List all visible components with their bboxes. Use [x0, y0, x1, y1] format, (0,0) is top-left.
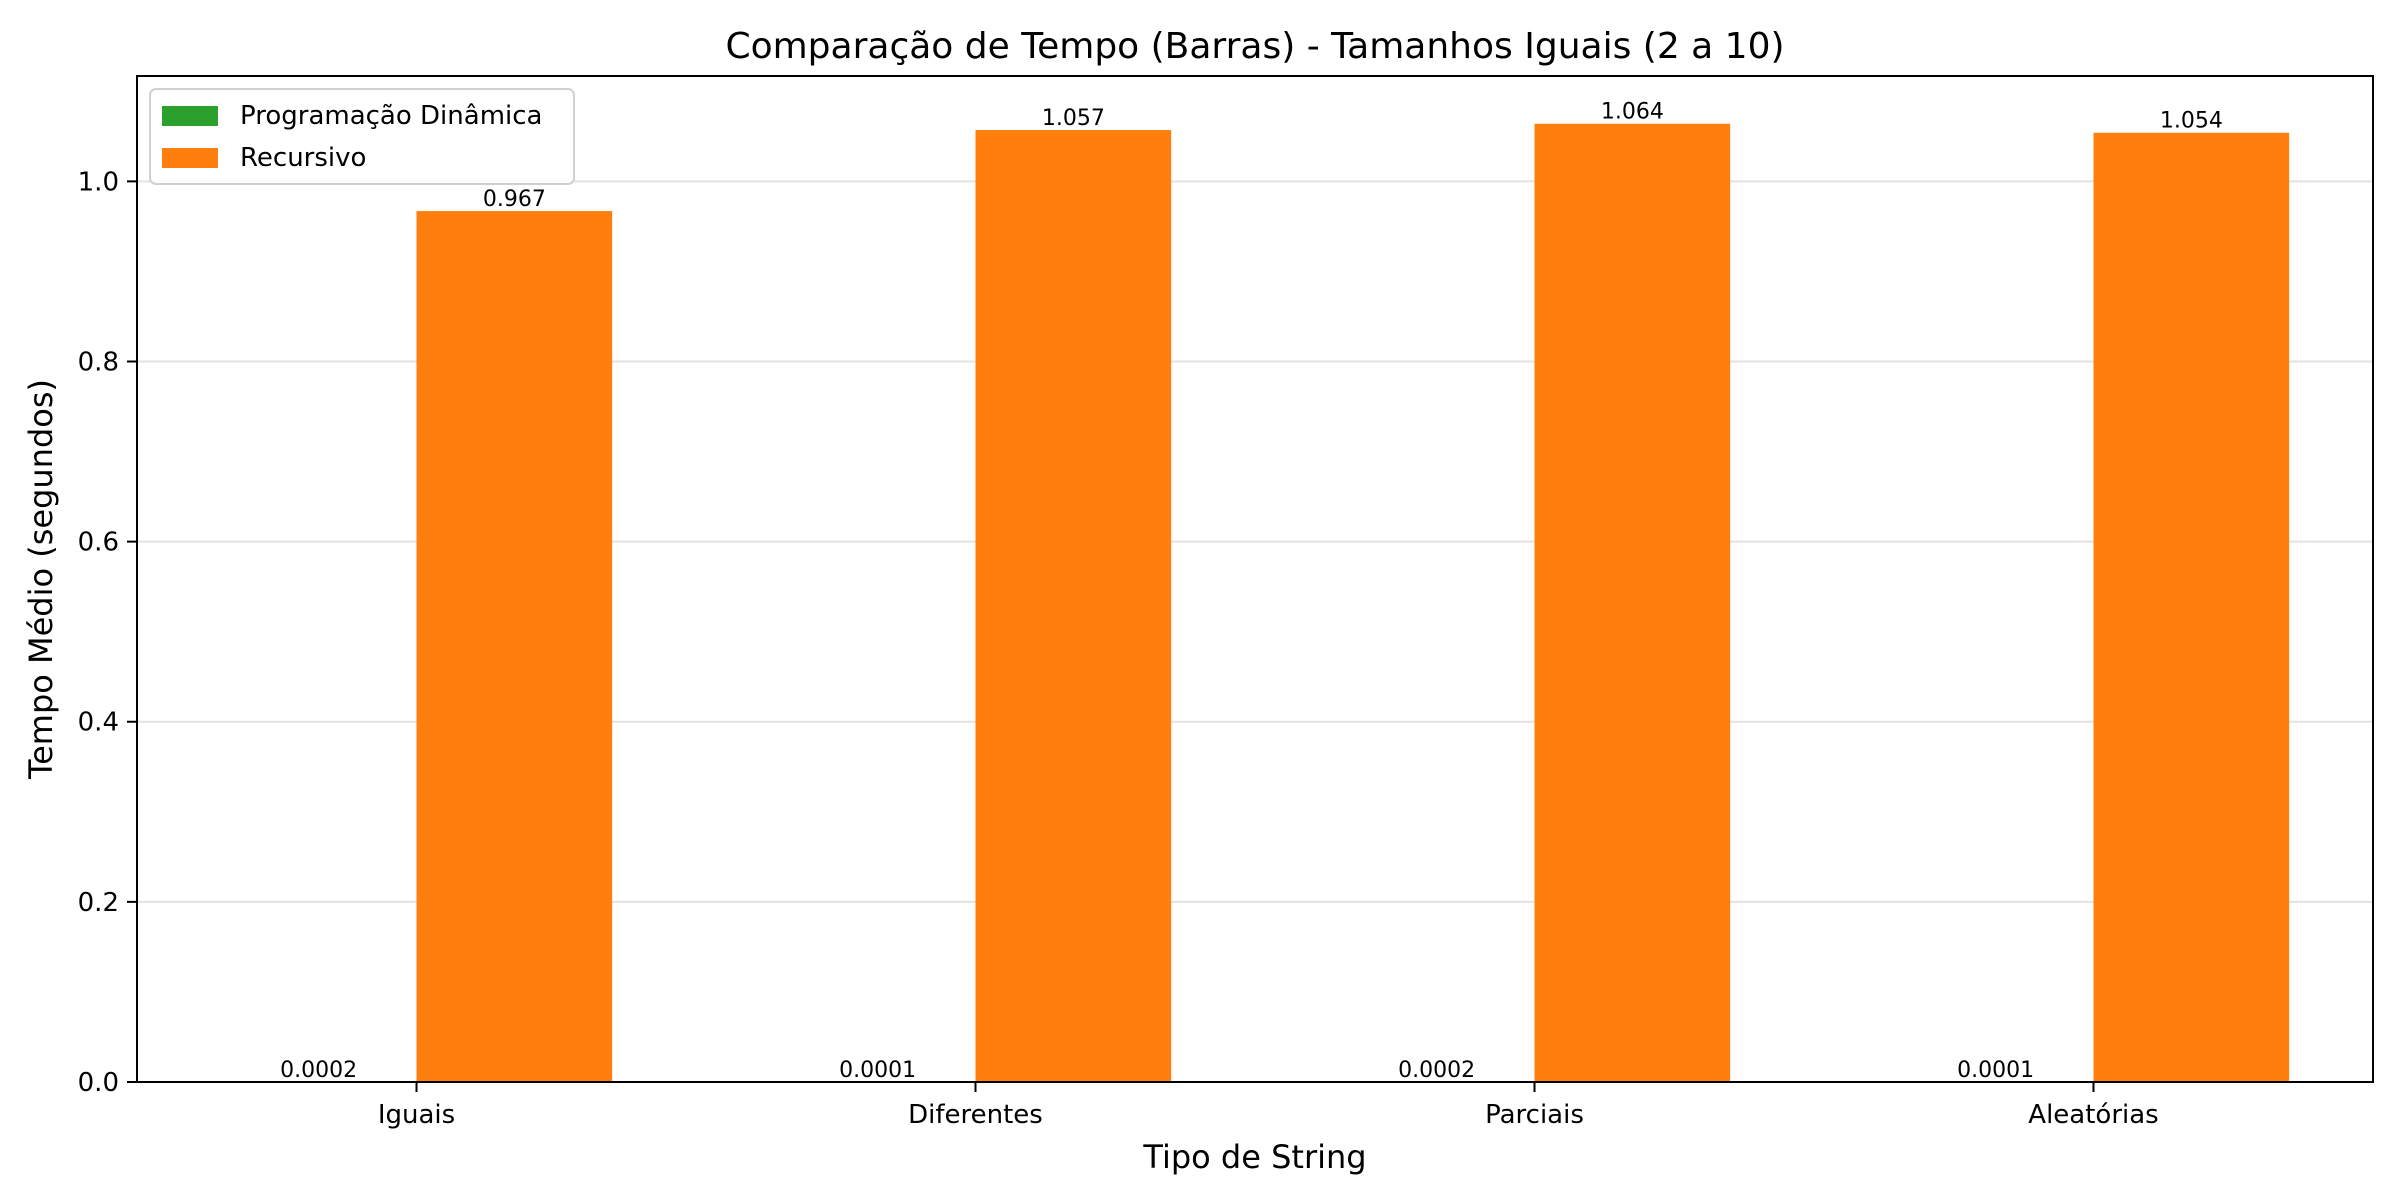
y-tick-label: 1.0: [78, 167, 119, 197]
plot-area-frame: [136, 75, 2374, 1083]
y-tick-label: 0.0: [78, 1068, 119, 1098]
x-tick-label: Diferentes: [908, 1100, 1043, 1130]
legend-swatch-recursivo: [162, 148, 218, 168]
x-tick-label: Aleatórias: [2028, 1100, 2158, 1130]
x-tick-label: Iguais: [378, 1100, 455, 1130]
legend-swatch-programacao-dinamica: [162, 106, 218, 126]
legend-label-programacao-dinamica: Programação Dinâmica: [240, 101, 542, 131]
data-label-programacao-dinamica: 0.0001: [839, 1058, 916, 1083]
bar-recursivo: [2093, 132, 2290, 1082]
bar-recursivo: [416, 211, 613, 1082]
x-axis-title: Tipo de String: [1142, 1138, 1366, 1176]
x-tick-label: Parciais: [1485, 1100, 1584, 1130]
data-label-recursivo: 0.967: [483, 187, 546, 212]
y-tick-label: 0.6: [78, 528, 119, 558]
y-axis-title: Tempo Médio (segundos): [22, 379, 60, 780]
y-axis: 0.0 0.2 0.4 0.6 0.8 1.0: [78, 167, 137, 1098]
data-label-recursivo: 1.054: [2160, 109, 2223, 134]
data-labels-group: 0.0002 0.0001 0.0002 0.0001 0.967 1.057 1.064 1…: [280, 100, 2223, 1083]
x-axis: Iguais Diferentes Parciais Aleatórias: [378, 1082, 2159, 1130]
data-label-recursivo: 1.057: [1042, 106, 1105, 131]
y-tick-label: 0.2: [78, 888, 119, 918]
legend-label-recursivo: Recursivo: [240, 143, 366, 173]
bar-recursivo: [1534, 123, 1731, 1082]
bars-group: [220, 123, 2290, 1082]
data-label-programacao-dinamica: 0.0002: [280, 1058, 357, 1083]
legend: Programação Dinâmica Recursivo: [149, 88, 575, 185]
bar-recursivo: [975, 130, 1172, 1082]
data-label-programacao-dinamica: 0.0002: [1398, 1058, 1475, 1083]
data-label-programacao-dinamica: 0.0001: [1957, 1058, 2034, 1083]
data-label-recursivo: 1.064: [1601, 100, 1664, 125]
y-tick-label: 0.4: [78, 708, 119, 738]
chart-title: Comparação de Tempo (Barras) - Tamanhos …: [725, 26, 1784, 67]
legend-frame: [149, 88, 575, 185]
y-tick-label: 0.8: [78, 347, 119, 377]
